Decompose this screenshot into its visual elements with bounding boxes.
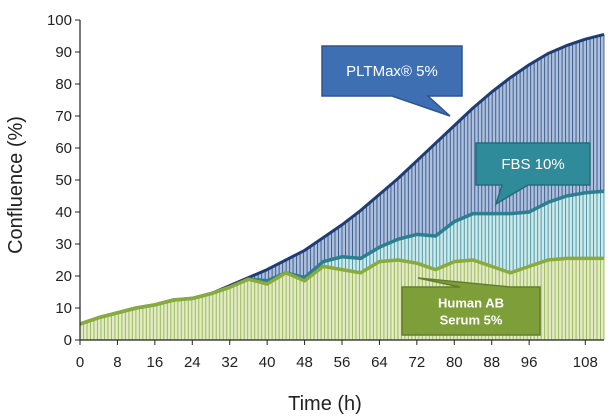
callout-label-0: PLTMax® 5% <box>346 63 438 80</box>
y-tick-label: 90 <box>55 44 72 61</box>
x-tick-label: 88 <box>483 354 500 371</box>
callout-box-2 <box>401 277 541 336</box>
callout-box-0 <box>321 45 463 117</box>
callout-box-1 <box>475 142 591 206</box>
x-tick-label: 56 <box>334 354 351 371</box>
series-line-2 <box>79 256 604 326</box>
callout-1: FBS 10% <box>475 142 591 206</box>
x-tick-label: 80 <box>446 354 463 371</box>
y-tick-label: 100 <box>47 12 72 29</box>
x-tick-label: 24 <box>184 354 201 371</box>
axes <box>75 19 604 345</box>
callout-label-2: Serum 5% <box>440 313 503 328</box>
tick-labels: 0 10 20 30 40 50 60 70 80 90 100 0 8 16 24 32 40 48 56 64 72… <box>47 12 598 371</box>
y-tick-label: 20 <box>55 268 72 285</box>
y-tick-label: 80 <box>55 76 72 93</box>
y-tick-label: 30 <box>55 236 72 253</box>
callouts: PLTMax® 5% FBS 10% Human AB Serum 5% <box>321 45 591 336</box>
y-axis-title: Confluence (%) <box>5 116 27 254</box>
callout-0: PLTMax® 5% <box>321 45 463 117</box>
y-tick-label: 60 <box>55 140 72 157</box>
callout-2: Human AB Serum 5% <box>401 277 541 336</box>
x-tick-label: 8 <box>113 354 121 371</box>
x-tick-label: 16 <box>147 354 164 371</box>
x-tick-label: 96 <box>521 354 538 371</box>
x-tick-label: 32 <box>221 354 238 371</box>
y-tick-label: 0 <box>64 332 72 349</box>
callout-label-1: FBS 10% <box>501 156 564 173</box>
x-tick-label: 48 <box>296 354 313 371</box>
series-line-layer <box>79 32 605 326</box>
x-tick-label: 108 <box>573 354 598 371</box>
y-tick-label: 40 <box>55 204 72 221</box>
x-axis-title: Time (h) <box>288 393 362 415</box>
y-tick-label: 70 <box>55 108 72 125</box>
y-tick-label: 10 <box>55 300 72 317</box>
x-tick-label: 40 <box>259 354 276 371</box>
callout-label-2: Human AB <box>438 296 504 311</box>
y-tick-label: 50 <box>55 172 72 189</box>
x-tick-label: 64 <box>371 354 388 371</box>
x-tick-label: 0 <box>76 354 84 371</box>
x-tick-label: 72 <box>409 354 426 371</box>
